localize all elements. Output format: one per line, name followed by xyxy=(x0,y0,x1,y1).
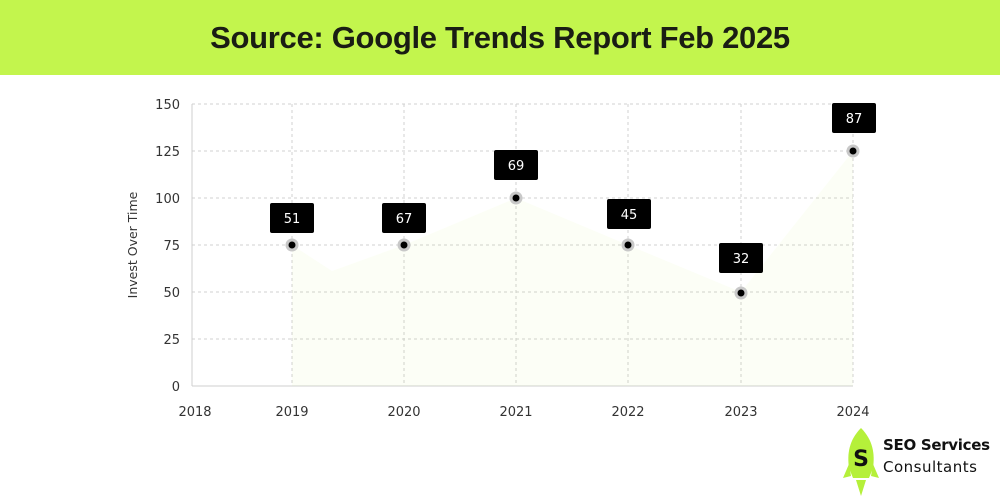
logo-letter: S xyxy=(853,447,869,472)
y-tick: 100 xyxy=(155,192,180,207)
chart-title: Source: Google Trends Report Feb 2025 xyxy=(210,19,790,55)
y-tick: 125 xyxy=(155,145,180,160)
y-tick: 75 xyxy=(163,239,180,254)
x-tick: 2018 xyxy=(178,405,211,420)
y-tick-labels: 150 125 100 75 50 25 0 xyxy=(155,98,180,395)
data-label: 87 xyxy=(846,112,863,127)
area-chart: 150 125 100 75 50 25 0 2018 2019 2020 20… xyxy=(125,98,876,420)
data-point[interactable]: 45 xyxy=(607,199,651,252)
area-fill xyxy=(292,151,853,386)
y-axis-label: Invest Over Time xyxy=(125,191,140,298)
data-label: 69 xyxy=(508,159,525,174)
data-label: 51 xyxy=(284,212,301,227)
logo-line1: SEO Services xyxy=(883,436,990,454)
title-banner: Source: Google Trends Report Feb 2025 xyxy=(0,0,1000,75)
x-tick: 2023 xyxy=(724,405,757,420)
data-points: 51 67 69 45 32 87 xyxy=(270,103,876,300)
data-label: 32 xyxy=(733,252,750,267)
rocket-icon: S xyxy=(843,428,879,496)
data-label: 45 xyxy=(621,208,638,223)
data-point[interactable]: 69 xyxy=(494,150,538,205)
y-tick: 150 xyxy=(155,98,180,113)
brand-logo: S SEO Services Consultants xyxy=(843,424,1000,500)
logo-line2: Consultants xyxy=(883,458,978,476)
data-label: 67 xyxy=(396,212,413,227)
data-point[interactable]: 51 xyxy=(270,203,314,252)
data-point[interactable]: 67 xyxy=(382,203,426,252)
y-tick: 0 xyxy=(172,380,180,395)
x-tick: 2021 xyxy=(499,405,532,420)
x-tick: 2022 xyxy=(611,405,644,420)
data-point[interactable]: 32 xyxy=(719,243,763,300)
data-point[interactable]: 87 xyxy=(832,103,876,158)
x-tick: 2024 xyxy=(836,405,869,420)
x-tick: 2019 xyxy=(275,405,308,420)
y-tick: 25 xyxy=(163,333,180,348)
x-tick: 2020 xyxy=(387,405,420,420)
y-tick: 50 xyxy=(163,286,180,301)
x-tick-labels: 2018 2019 2020 2021 2022 2023 2024 xyxy=(178,405,869,420)
